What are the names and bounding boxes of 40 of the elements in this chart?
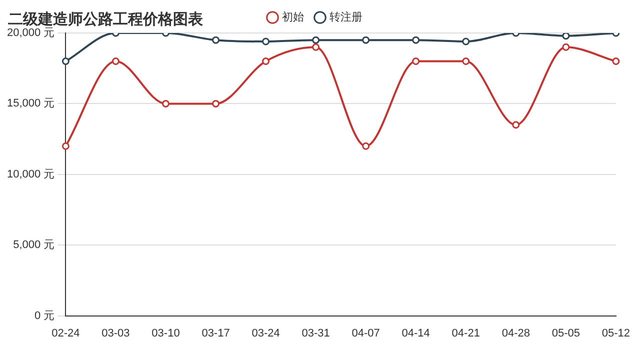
point — [462, 38, 470, 46]
x-tick-label: 03-24 — [252, 327, 280, 340]
chart-title: 二级建造师公路工程价格图表 — [8, 10, 203, 28]
point — [412, 58, 420, 66]
x-tick-label: 04-21 — [452, 327, 480, 340]
legend-label: 转注册 — [330, 10, 362, 24]
y-tick-label: 10,000 元 — [7, 168, 55, 180]
point — [312, 43, 320, 51]
x-tick-label: 03-17 — [202, 327, 230, 340]
point — [162, 100, 170, 108]
y-tick-label: 15,000 元 — [7, 98, 55, 110]
point — [62, 142, 70, 150]
point — [362, 142, 370, 150]
point — [462, 58, 470, 66]
point — [412, 36, 420, 44]
point — [362, 36, 370, 44]
point — [212, 36, 220, 44]
y-tick-label: 20,000 元 — [7, 27, 55, 40]
x-tick-label: 03-10 — [152, 327, 180, 340]
point — [312, 36, 320, 44]
point — [212, 100, 220, 108]
x-tick-label: 03-31 — [302, 327, 330, 340]
point — [612, 58, 620, 66]
x-tick-label: 04-28 — [502, 327, 530, 340]
x-tick-label: 04-14 — [402, 327, 430, 340]
point — [512, 121, 520, 129]
x-tick-label: 05-12 — [602, 327, 630, 340]
legend-label: 初始 — [282, 10, 304, 24]
point — [262, 58, 270, 66]
point — [562, 33, 570, 40]
point — [62, 58, 70, 66]
point — [112, 58, 120, 66]
point — [562, 43, 570, 51]
x-tick-label: 05-05 — [552, 327, 580, 340]
point — [262, 38, 270, 46]
x-tick-label: 03-03 — [102, 327, 130, 340]
y-tick-label: 0 元 — [34, 310, 55, 322]
x-tick-label: 02-24 — [52, 327, 80, 340]
x-tick-label: 04-07 — [352, 327, 380, 340]
y-tick-label: 5,000 元 — [13, 239, 55, 252]
